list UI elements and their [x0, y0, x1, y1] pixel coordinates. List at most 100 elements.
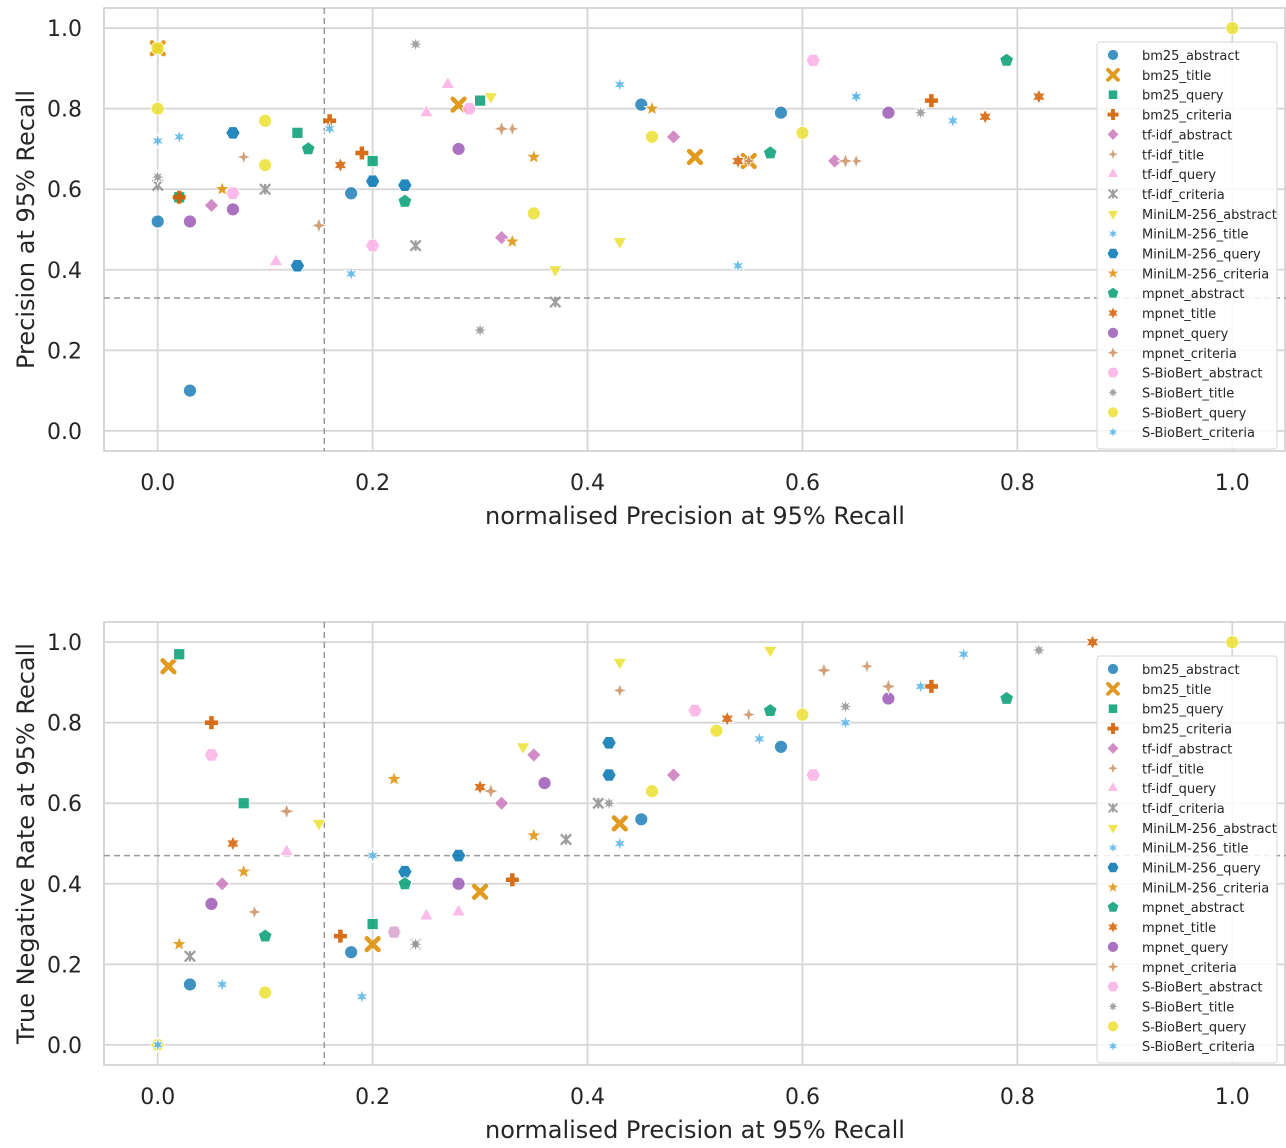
- data-point: [407, 35, 425, 53]
- data-point: [354, 988, 370, 1005]
- data-point: [1225, 21, 1240, 36]
- legend-marker: [1107, 188, 1119, 200]
- data-point: [246, 903, 263, 921]
- legend-label: bm25_criteria: [1142, 109, 1232, 124]
- data-point: [344, 945, 359, 960]
- data-point: [418, 907, 434, 921]
- legend-marker: [1106, 840, 1120, 856]
- legend-label: tf-idf_criteria: [1142, 188, 1225, 203]
- data-point: [730, 257, 746, 275]
- data-point: [183, 950, 196, 963]
- data-point: [258, 113, 273, 128]
- data-point: [225, 126, 241, 140]
- y-tick-label: 0.4: [47, 259, 82, 284]
- legend-marker: [1107, 703, 1119, 714]
- legend-label: bm25_abstract: [1142, 663, 1240, 678]
- legend-marker: [1106, 861, 1120, 874]
- legend-label: S-BioBert_query: [1142, 1020, 1247, 1035]
- data-point: [547, 265, 563, 279]
- legend-marker: [1107, 941, 1119, 953]
- data-point: [1031, 88, 1047, 106]
- data-point: [956, 645, 971, 663]
- data-point: [183, 383, 197, 398]
- data-point: [848, 88, 864, 106]
- legend-label: mpnet_abstract: [1142, 901, 1244, 916]
- legend-label: tf-idf_title: [1142, 762, 1204, 777]
- y-tick-label: 0.0: [47, 420, 82, 445]
- data-point: [560, 833, 573, 846]
- x-axis-label: normalised Precision at 95% Recall: [485, 502, 905, 530]
- data-point: [173, 648, 186, 661]
- data-point: [762, 645, 778, 659]
- legend-label: mpnet_title: [1142, 921, 1216, 936]
- data-point: [774, 739, 788, 754]
- data-point: [493, 229, 510, 246]
- y-tick-label: 0.6: [47, 792, 82, 817]
- x-tick-label: 0.8: [1000, 1085, 1035, 1110]
- data-points: [150, 633, 1240, 1054]
- y-tick-label: 0.8: [47, 98, 82, 123]
- y-tick-label: 0.2: [47, 953, 82, 978]
- data-point: [740, 152, 758, 170]
- data-point: [204, 897, 219, 911]
- data-point: [805, 53, 821, 67]
- data-point: [474, 94, 487, 107]
- legend-marker: [1106, 824, 1120, 836]
- data-point: [440, 75, 456, 89]
- legend-label: mpnet_query: [1142, 941, 1229, 956]
- data-point: [913, 677, 928, 695]
- data-point: [1085, 633, 1100, 651]
- legend: bm25_abstract bm25_title bm25_query bm25_cr…: [1096, 41, 1278, 450]
- data-point: [322, 120, 337, 138]
- legend-marker: [1106, 900, 1120, 913]
- data-point: [385, 770, 403, 787]
- legend-label: mpnet_criteria: [1142, 961, 1237, 976]
- legend-label: S-BioBert_title: [1142, 1000, 1234, 1015]
- data-point: [277, 802, 296, 821]
- data-point: [709, 723, 724, 738]
- data-point: [472, 778, 488, 796]
- legend-marker: [1105, 265, 1121, 280]
- data-point: [150, 1036, 166, 1054]
- legend-marker: [1107, 49, 1119, 61]
- data-point: [150, 214, 165, 229]
- legend-marker: [1107, 802, 1119, 814]
- data-point: [170, 935, 188, 952]
- y-tick-label: 0.0: [47, 1034, 82, 1059]
- legend-box: [1096, 41, 1278, 450]
- data-point: [492, 119, 511, 138]
- legend-marker: [1105, 879, 1121, 894]
- x-tick-label: 0.0: [140, 1085, 175, 1110]
- data-point: [601, 736, 617, 750]
- x-tick-label: 0.6: [785, 1085, 820, 1110]
- x-axis-label: normalised Precision at 95% Recall: [485, 1116, 905, 1144]
- legend-label: bm25_abstract: [1142, 49, 1240, 64]
- data-point: [333, 156, 348, 174]
- legend-marker: [1106, 226, 1120, 242]
- y-tick-label: 0.8: [47, 712, 82, 737]
- data-point: [740, 706, 758, 724]
- legend-marker: [1106, 981, 1120, 993]
- legend-marker: [1105, 344, 1121, 361]
- data-point: [214, 976, 230, 993]
- data-point: [203, 748, 220, 762]
- legend-label: bm25_criteria: [1142, 723, 1232, 738]
- legend: bm25_abstract bm25_title bm25_query bm25_cr…: [1096, 655, 1278, 1064]
- data-point: [397, 876, 413, 890]
- data-point: [526, 747, 542, 763]
- y-tick-label: 0.4: [47, 873, 82, 898]
- legend-label: MiniLM-256_title: [1142, 842, 1249, 857]
- legend-marker: [1106, 210, 1120, 222]
- legend-marker: [1106, 286, 1120, 299]
- legend-marker: [1106, 247, 1120, 260]
- data-point: [366, 155, 379, 167]
- data-point: [503, 120, 521, 138]
- data-point: [924, 679, 938, 693]
- data-point: [333, 929, 347, 943]
- legend-label: S-BioBert_query: [1142, 406, 1247, 421]
- data-point: [592, 797, 605, 810]
- top-chart: 0.0 0.2 0.4 0.6 0.8 1.0 0.0 0.2 0.4 0.6 0.8 1.0 norm…: [12, 7, 1286, 530]
- data-point: [172, 190, 186, 204]
- data-point: [257, 928, 273, 943]
- y-tick-label: 0.6: [47, 178, 82, 203]
